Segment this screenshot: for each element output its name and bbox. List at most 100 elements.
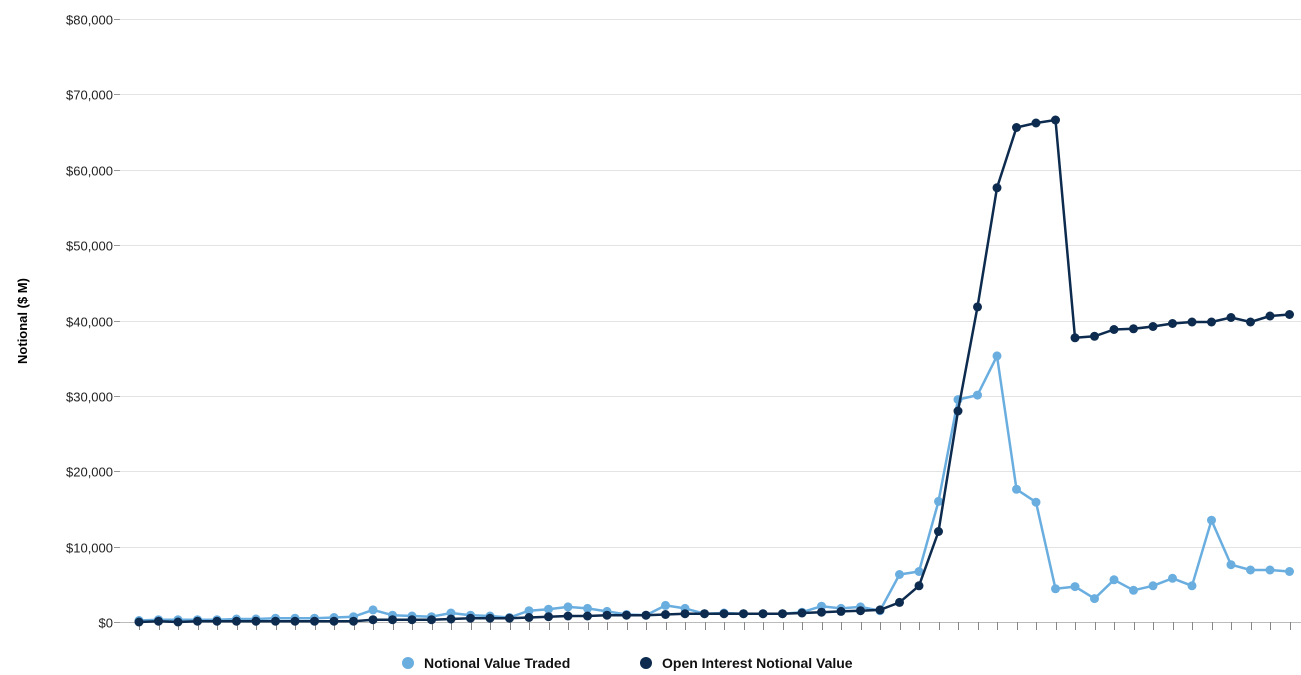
data-point[interactable] [622,610,631,620]
data-point[interactable] [856,606,865,616]
data-point[interactable] [895,597,904,607]
data-point[interactable] [1012,484,1021,494]
data-point[interactable] [232,616,241,626]
data-point[interactable] [1168,573,1177,583]
data-point[interactable] [953,406,963,416]
data-point[interactable] [1109,325,1119,334]
data-point[interactable] [329,616,339,626]
data-point[interactable] [1070,333,1080,343]
data-point[interactable] [992,183,1002,193]
data-point[interactable] [544,612,553,622]
data-point[interactable] [310,616,319,626]
data-point[interactable] [544,604,553,614]
data-point[interactable] [290,616,300,626]
data-point[interactable] [251,616,261,626]
y-tick-label: $0 [99,616,113,631]
data-point[interactable] [875,605,885,615]
series-layer [134,115,1294,627]
y-tick-label: $80,000 [66,13,113,28]
data-point[interactable] [193,616,202,626]
data-point[interactable] [1129,324,1138,334]
data-point[interactable] [602,610,612,620]
data-point[interactable] [895,570,904,579]
data-point[interactable] [1207,317,1216,327]
data-point[interactable] [700,609,709,619]
data-point[interactable] [914,581,924,591]
data-point[interactable] [1265,565,1275,575]
data-point[interactable] [739,609,748,619]
data-point[interactable] [212,616,222,626]
data-point[interactable] [446,614,456,624]
data-point[interactable] [134,617,144,627]
data-point[interactable] [1285,310,1294,319]
data-point[interactable] [427,615,436,625]
data-point[interactable] [349,616,358,626]
data-point[interactable] [1168,319,1177,328]
data-point[interactable] [1090,594,1099,604]
data-point[interactable] [505,613,514,623]
data-point[interactable] [1070,582,1080,592]
data-point[interactable] [758,609,768,619]
data-point[interactable] [1031,497,1041,507]
data-point[interactable] [583,611,592,621]
data-point[interactable] [1187,317,1197,327]
data-point[interactable] [661,600,670,610]
data-point[interactable] [524,606,534,616]
y-tick-label: $30,000 [66,390,113,405]
data-point[interactable] [368,615,378,625]
data-point[interactable] [1109,575,1119,585]
data-point[interactable] [1265,311,1275,321]
data-point[interactable] [1226,560,1236,570]
data-point[interactable] [719,609,729,619]
data-point[interactable] [368,605,378,615]
data-point[interactable] [1090,331,1099,341]
data-point[interactable] [1031,118,1041,128]
data-point[interactable] [934,496,943,506]
y-tick-label: $70,000 [66,88,113,103]
data-point[interactable] [1246,317,1255,327]
data-point[interactable] [778,609,787,619]
y-tick-label: $50,000 [66,239,113,254]
data-point[interactable] [661,610,670,619]
data-point[interactable] [1148,322,1158,331]
data-point[interactable] [466,613,475,623]
data-point[interactable] [1226,313,1236,322]
data-point[interactable] [641,610,651,620]
data-point[interactable] [173,617,183,627]
data-point[interactable] [563,611,573,621]
data-point[interactable] [407,615,417,625]
legend: Notional Value Traded Open Interest Noti… [402,655,853,671]
data-point[interactable] [1051,584,1060,594]
y-axis: $0 $10,000 $20,000 $30,000 $40,000 $50,000 $60… [66,13,120,631]
data-point[interactable] [1246,565,1255,575]
data-point[interactable] [914,567,924,576]
data-point[interactable] [680,609,690,619]
data-point[interactable] [1012,123,1021,132]
data-point[interactable] [1129,585,1138,595]
data-point[interactable] [154,616,163,626]
data-point[interactable] [485,613,495,623]
data-point[interactable] [817,607,826,617]
y-axis-title: Notional ($ M) [15,278,30,364]
data-point[interactable] [992,351,1002,361]
data-point[interactable] [1207,515,1216,525]
data-point[interactable] [583,603,592,613]
data-point[interactable] [524,613,534,622]
data-point[interactable] [271,616,280,626]
legend-item-notional-value-traded[interactable]: Notional Value Traded [402,655,570,671]
x-axis [139,622,1291,630]
data-point[interactable] [563,602,573,612]
data-point[interactable] [934,527,943,536]
data-point[interactable] [797,608,807,618]
legend-label: Notional Value Traded [424,655,570,671]
data-point[interactable] [973,390,982,400]
data-point[interactable] [973,302,982,312]
data-point[interactable] [1148,581,1158,591]
data-point[interactable] [1187,581,1197,591]
legend-item-open-interest-notional-value[interactable]: Open Interest Notional Value [640,655,853,671]
data-point[interactable] [388,615,397,625]
data-point[interactable] [1051,115,1060,125]
data-point[interactable] [1285,567,1294,576]
series-0 [134,351,1294,625]
data-point[interactable] [836,606,846,616]
